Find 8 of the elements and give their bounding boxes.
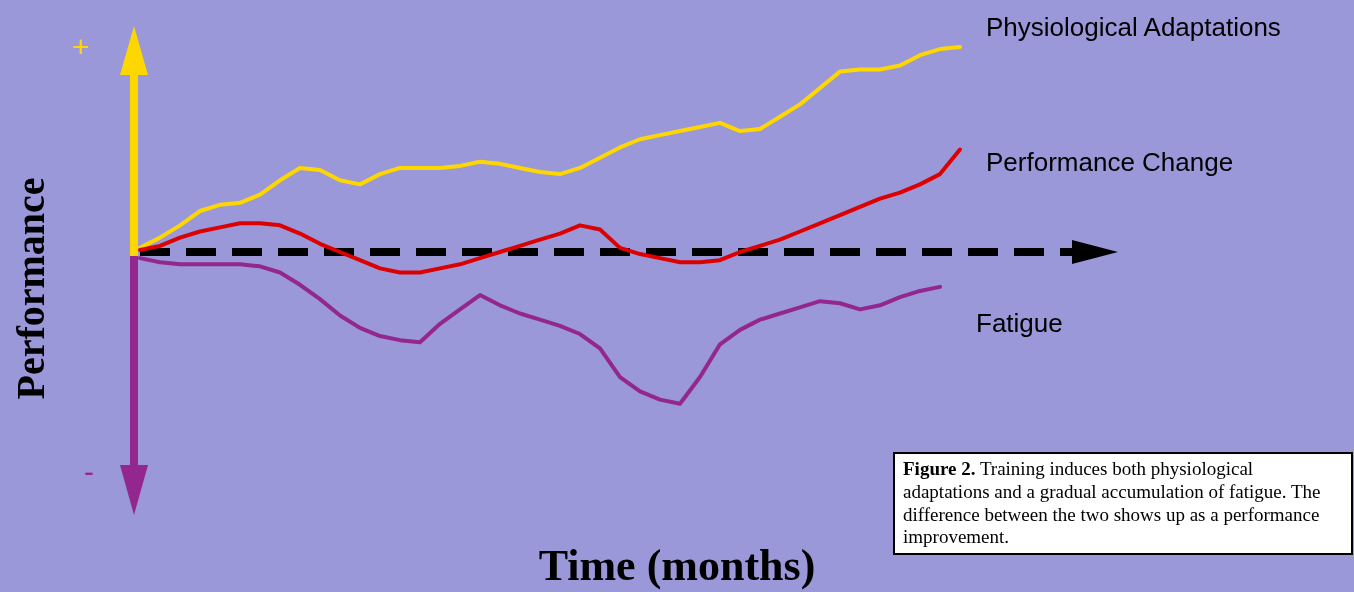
text: + [72,30,90,64]
x-axis-title: Time (months) [538,541,816,590]
caption: Figure 2. Training induces both physiological adaptations and a gradual accumulation of fatigue. The difference between the two shows up as a performance improvement. [893,452,1353,556]
series-label: Performance Change [986,146,1234,177]
text: - [84,455,94,489]
series-label: Physiological Adaptations [986,12,1281,42]
series-label: Fatigue [976,307,1063,338]
y-axis-title: Performance [6,176,54,402]
